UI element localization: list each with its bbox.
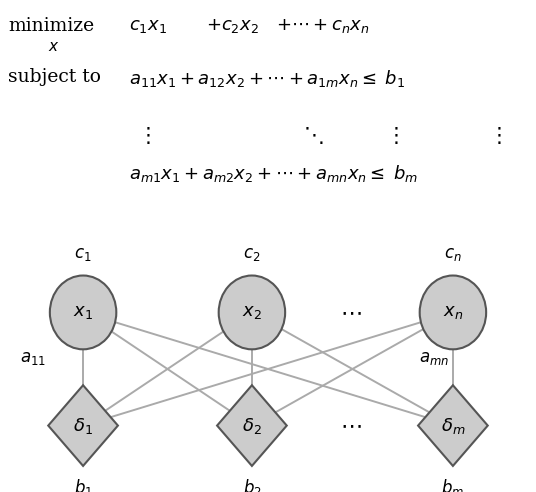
Ellipse shape: [219, 276, 285, 349]
Text: $\delta_2$: $\delta_2$: [242, 416, 262, 435]
Text: $b_m$: $b_m$: [441, 477, 465, 492]
Text: $\vdots$: $\vdots$: [385, 125, 398, 147]
Text: $\delta_m$: $\delta_m$: [441, 416, 465, 435]
Text: $\cdots$: $\cdots$: [340, 302, 362, 323]
Polygon shape: [217, 385, 287, 466]
Text: $c_2$: $c_2$: [243, 246, 260, 263]
Text: $a_{11}$: $a_{11}$: [20, 350, 46, 367]
Text: $b_2$: $b_2$: [242, 477, 262, 492]
Text: $c_1x_1$: $c_1x_1$: [129, 17, 167, 35]
Text: $x_n$: $x_n$: [443, 304, 463, 321]
Text: $+\cdots+ c_nx_n$: $+\cdots+ c_nx_n$: [276, 17, 369, 35]
Text: $\vdots$: $\vdots$: [488, 125, 501, 147]
Text: $+ c_2x_2$: $+ c_2x_2$: [206, 17, 259, 35]
Ellipse shape: [420, 276, 486, 349]
Text: $\cdots$: $\cdots$: [340, 415, 362, 436]
Text: $\vdots$: $\vdots$: [137, 125, 150, 147]
Polygon shape: [48, 385, 118, 466]
Text: $c_1$: $c_1$: [75, 246, 92, 263]
Text: $a_{mn}$: $a_{mn}$: [419, 350, 449, 367]
Text: $a_{m1}x_1 + a_{m2}x_2+\cdots+ a_{mn}x_n \leq\; b_m$: $a_{m1}x_1 + a_{m2}x_2+\cdots+ a_{mn}x_n…: [129, 163, 418, 184]
Text: $\ddots$: $\ddots$: [303, 125, 323, 147]
Text: $x$: $x$: [48, 40, 60, 54]
Polygon shape: [418, 385, 488, 466]
Text: $x_2$: $x_2$: [242, 304, 262, 321]
Text: $x_1$: $x_1$: [73, 304, 93, 321]
Text: $\delta_1$: $\delta_1$: [73, 416, 93, 435]
Text: $b_1$: $b_1$: [73, 477, 93, 492]
Ellipse shape: [50, 276, 116, 349]
Text: subject to: subject to: [8, 68, 101, 86]
Text: minimize: minimize: [8, 17, 94, 35]
Text: $c_n$: $c_n$: [444, 246, 462, 263]
Text: $a_{11}x_1 + a_{12}x_2 +\cdots+ a_{1m}x_n \leq\; b_1$: $a_{11}x_1 + a_{12}x_2 +\cdots+ a_{1m}x_…: [129, 68, 405, 89]
